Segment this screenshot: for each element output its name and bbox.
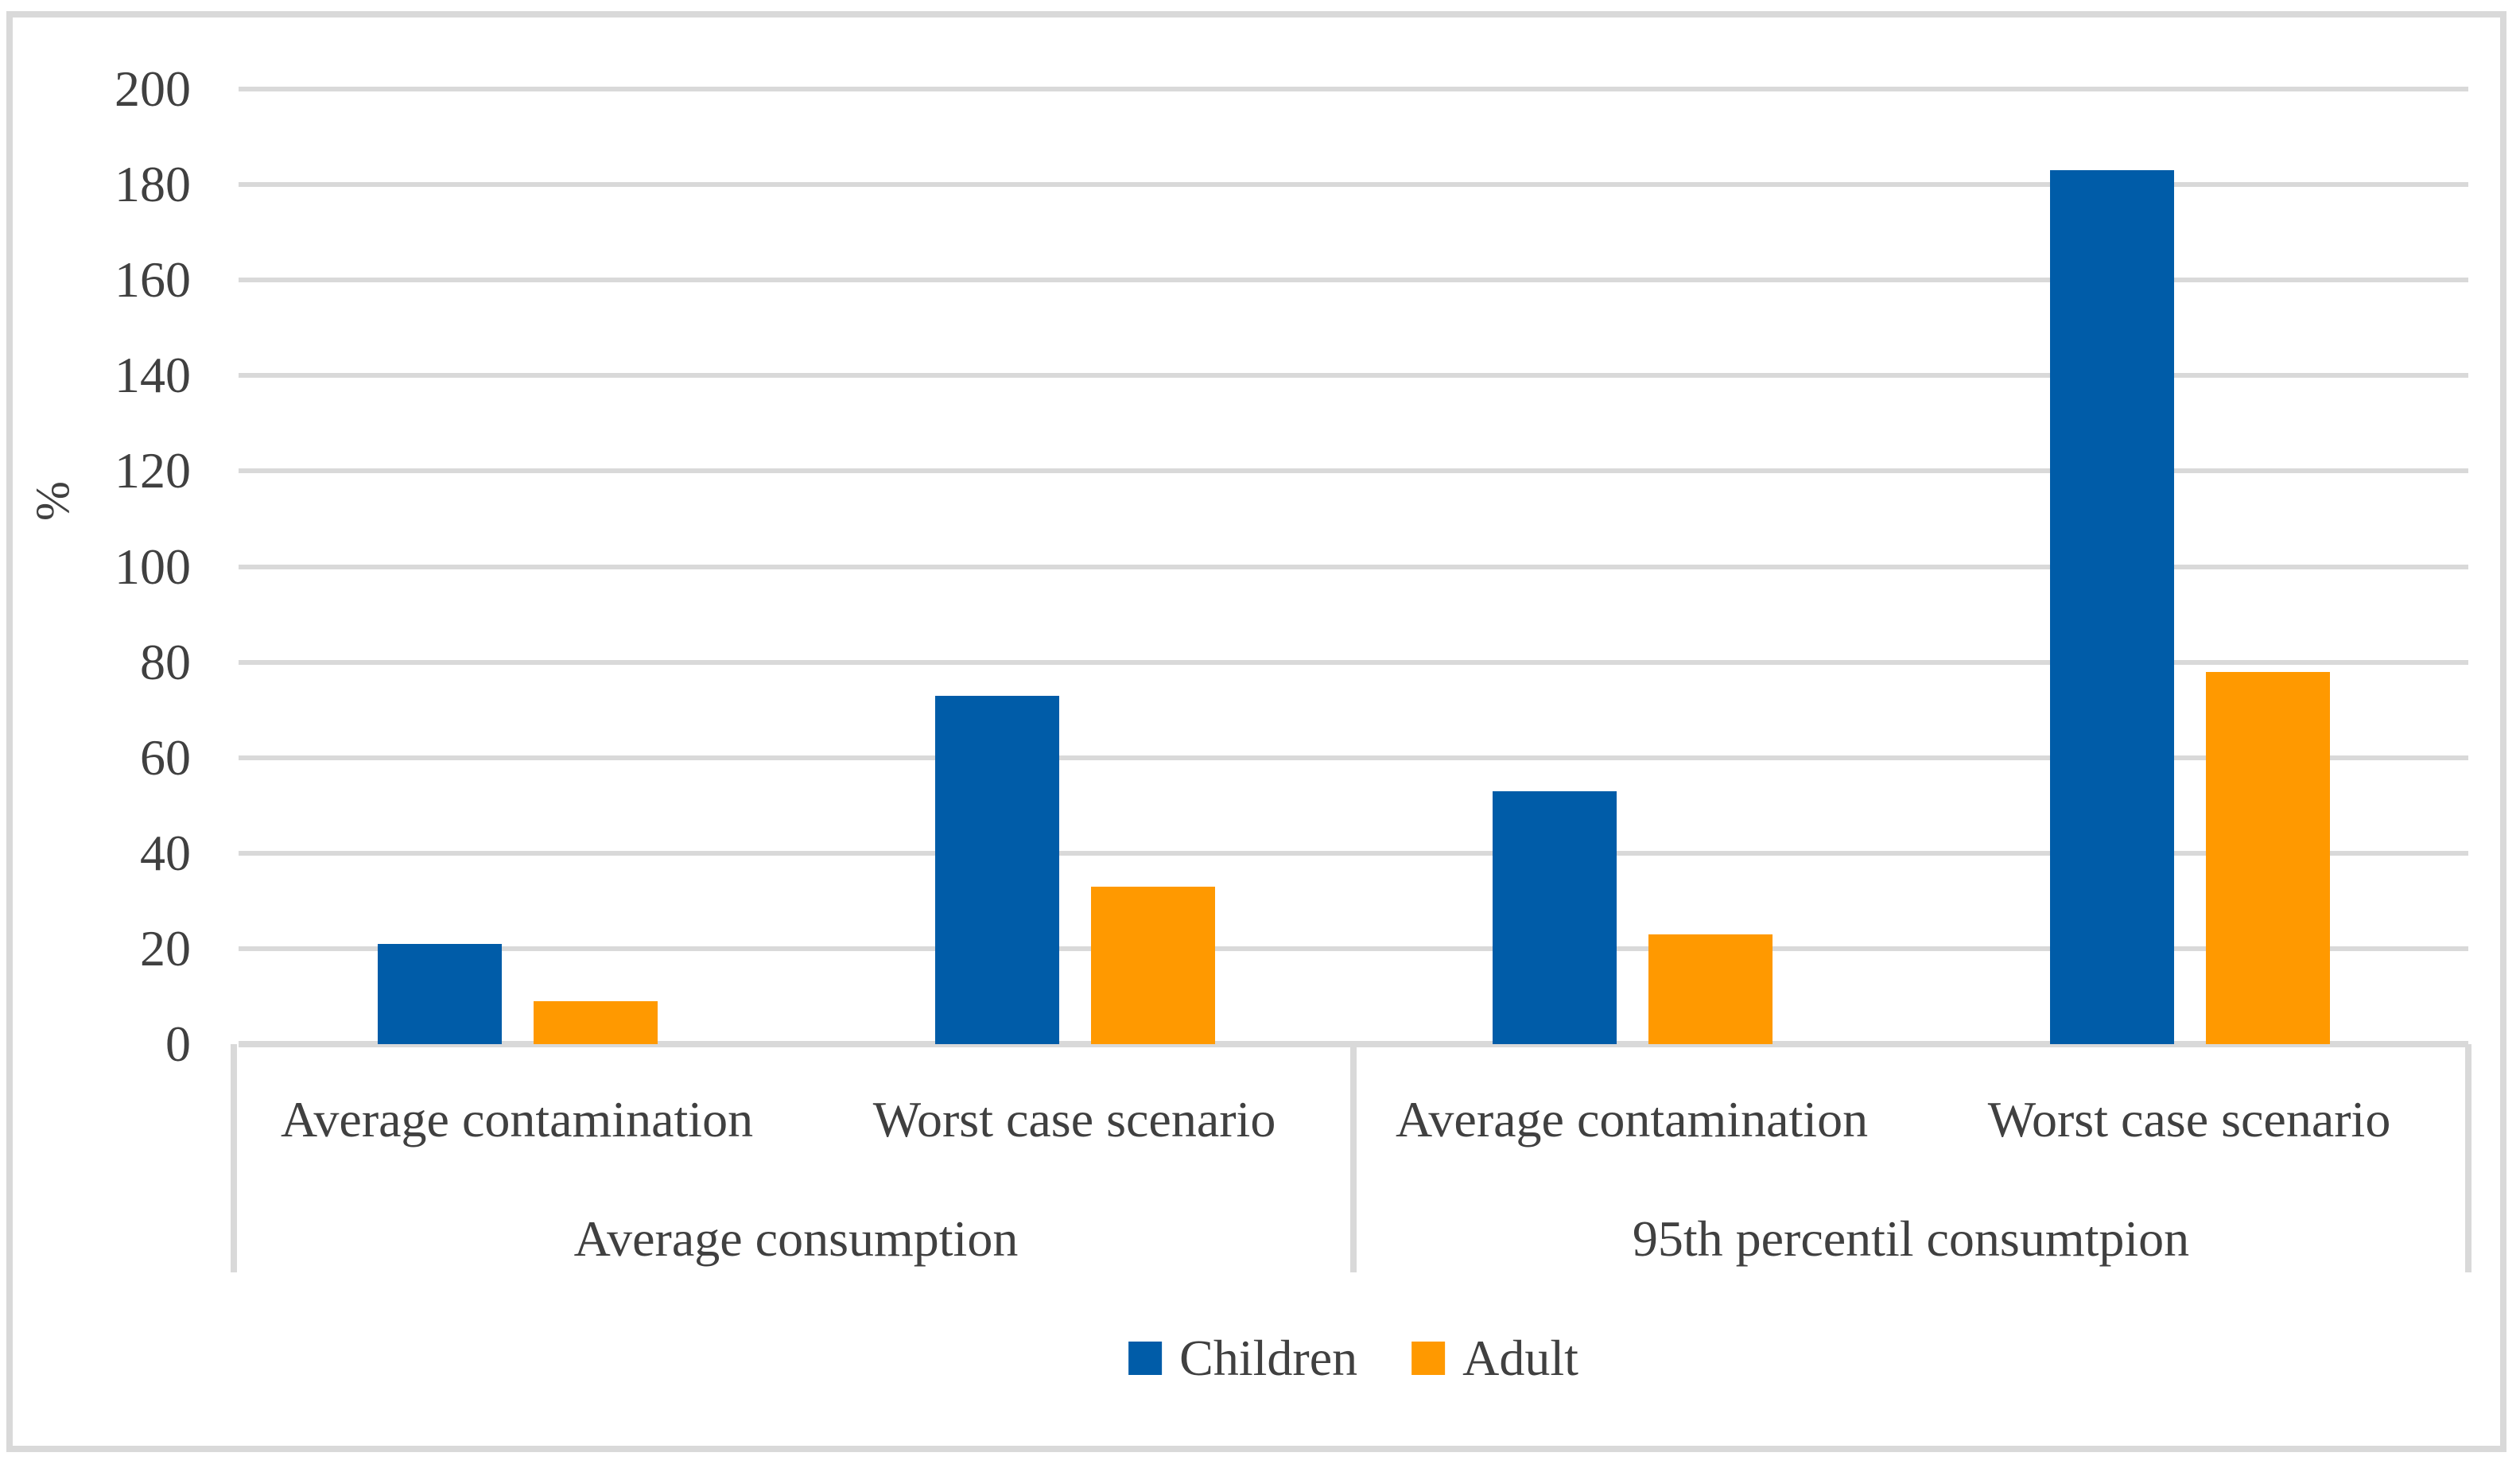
bar-adult-slot-1: [1090, 886, 1215, 1044]
y-axis-tick-label-140: 140: [115, 347, 191, 404]
category-label-avg-contamination-2: Average contamination: [1395, 1091, 1869, 1148]
legend-item-children: Children: [1128, 1326, 1357, 1390]
category-divider-0: [231, 1044, 237, 1272]
y-axis-tick-label-160: 160: [115, 251, 191, 309]
gridline-160: [239, 278, 2468, 283]
gridline-180: [239, 182, 2468, 188]
gridline-60: [239, 755, 2468, 760]
y-axis-tick-label-40: 40: [140, 824, 191, 881]
legend-label-children: Children: [1179, 1330, 1358, 1386]
bar-adult-slot-2: [1648, 934, 1773, 1044]
category-label-avg-contamination-1: Average contamination: [280, 1091, 754, 1148]
y-axis-tick-label-80: 80: [140, 633, 191, 690]
gridline-40: [239, 850, 2468, 856]
bar-children-slot-0: [377, 943, 502, 1044]
bar-adult-slot-0: [533, 1000, 658, 1044]
category-label-worst-case-2: Worst case scenario: [1987, 1091, 2391, 1148]
bar-children-slot-2: [1492, 790, 1617, 1044]
gridline-80: [239, 659, 2468, 665]
group-label-average-consumption: Average consumption: [573, 1210, 1019, 1267]
y-axis-tick-label-120: 120: [115, 442, 191, 499]
legend-label-adult: Adult: [1462, 1330, 1578, 1386]
gridline-200: [239, 87, 2468, 91]
legend-item-adult: Adult: [1411, 1326, 1578, 1390]
y-axis-title: %: [25, 481, 79, 521]
legend: Children Adult: [1128, 1326, 1578, 1390]
gridline-120: [239, 468, 2468, 474]
y-axis-tick-label-180: 180: [115, 156, 191, 213]
group-label-95th-percentil: 95th percentil consumtpion: [1632, 1210, 2190, 1267]
adult-series-swatch: [1411, 1342, 1446, 1375]
y-axis-tick-label-200: 200: [115, 60, 191, 117]
gridline-100: [239, 564, 2468, 569]
y-axis-tick-label-60: 60: [140, 728, 191, 786]
gridline-20: [239, 946, 2468, 951]
y-axis-tick-label-0: 0: [165, 1016, 191, 1072]
gridline-140: [239, 373, 2468, 379]
category-divider-2: [2465, 1044, 2471, 1272]
y-axis-tick-label-20: 20: [140, 919, 191, 977]
category-label-worst-case-1: Worst case scenario: [872, 1091, 1276, 1148]
category-divider-1: [1350, 1044, 1357, 1272]
children-series-swatch: [1128, 1342, 1163, 1375]
bar-children-slot-3: [2049, 170, 2174, 1044]
y-axis-tick-label-100: 100: [115, 538, 191, 595]
bar-children-slot-1: [934, 695, 1059, 1044]
bar-adult-slot-3: [2205, 671, 2330, 1044]
